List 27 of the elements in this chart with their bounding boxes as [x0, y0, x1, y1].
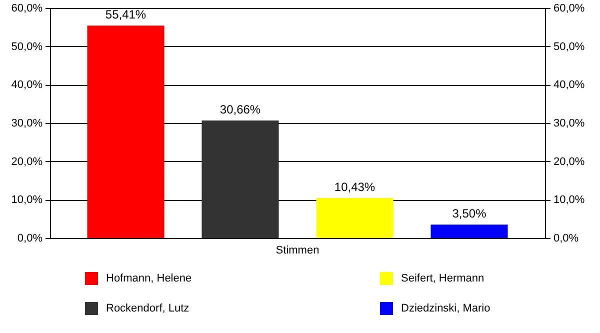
y-tick-label: 40,0% [11, 79, 43, 92]
text: 0,0% [554, 232, 579, 244]
legend-label: Rockendorf, Lutz [106, 302, 190, 314]
text: 20,0% [554, 156, 585, 168]
y-tick-label: 60,0% [11, 2, 43, 14]
text: 40,0% [554, 79, 585, 92]
text: 60,0% [554, 2, 585, 14]
data-label: 30,66% [220, 102, 261, 116]
y-tick-label: 20,0% [11, 156, 43, 168]
bar [316, 198, 394, 238]
bar [202, 120, 279, 238]
data-label: 10,43% [334, 180, 376, 194]
legend-label: Dziedzinski, Mario [401, 302, 490, 314]
x-tick-label: Stimmen [276, 244, 320, 256]
text: 10,0% [554, 194, 585, 206]
bar [87, 26, 164, 238]
legend-label: Hofmann, Helene [106, 272, 192, 284]
text: 50,0% [554, 40, 585, 53]
legend-label: Seifert, Hermann [401, 272, 484, 284]
data-label: 3,50% [452, 206, 487, 221]
text: 30,0% [554, 118, 585, 130]
y-tick-label: 10,0% [11, 194, 43, 206]
y-tick-label: 0,0% [17, 232, 43, 244]
data-label: 55,41% [105, 8, 146, 22]
y-tick-label: 50,0% [11, 40, 43, 53]
bar [430, 224, 508, 238]
y-tick-label: 30,0% [11, 118, 43, 130]
